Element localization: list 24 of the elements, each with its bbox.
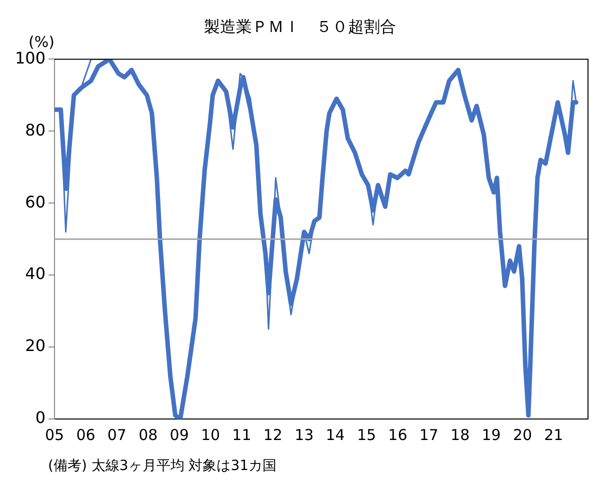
x-tick-label: 13 xyxy=(294,426,314,444)
y-tick-label: 60 xyxy=(25,192,46,212)
y-tick-label: 80 xyxy=(25,120,46,140)
x-tick-label: 16 xyxy=(388,426,408,444)
x-tick-label: 18 xyxy=(450,426,470,444)
x-tick-label: 17 xyxy=(419,426,438,444)
x-tick-label: 15 xyxy=(356,426,376,444)
x-tick-label: 20 xyxy=(512,426,532,444)
x-tick-label: 14 xyxy=(326,426,345,444)
x-tick-label: 19 xyxy=(482,426,501,444)
x-tick-label: 12 xyxy=(263,426,282,444)
x-tick-label: 10 xyxy=(200,426,220,444)
x-tick-label: 06 xyxy=(76,426,96,444)
y-tick-label: 40 xyxy=(25,264,46,284)
y-tick-label: 0 xyxy=(35,408,46,428)
y-tick-label: 20 xyxy=(25,336,46,356)
text: (備考) 太線3ヶ月平均 対象は31カ国 xyxy=(48,458,277,474)
x-tick-label: 09 xyxy=(170,426,189,444)
x-tick-label: 11 xyxy=(232,426,252,444)
chart-title: 製造業ＰＭＩ ５０超割合 xyxy=(204,16,396,36)
x-tick-label: 05 xyxy=(44,426,64,444)
x-tick-label: 07 xyxy=(107,426,126,444)
x-tick-label: 21 xyxy=(544,426,564,444)
x-tick-label: 08 xyxy=(138,426,158,444)
